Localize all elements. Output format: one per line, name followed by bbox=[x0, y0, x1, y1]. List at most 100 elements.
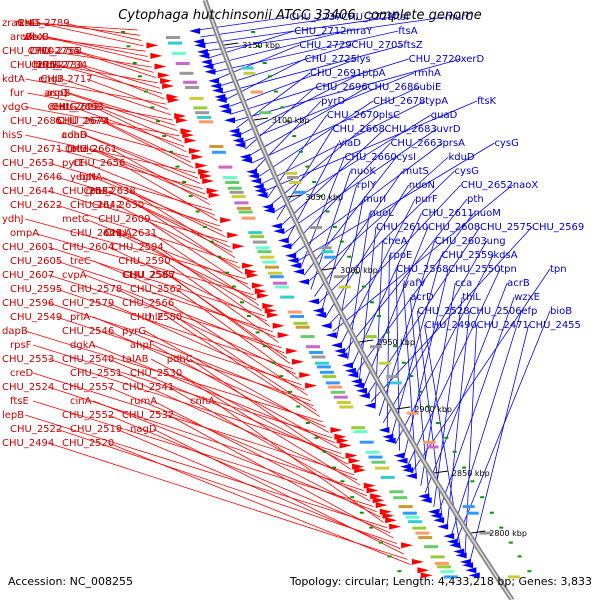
left-leader-line bbox=[97, 106, 182, 142]
gc-dot bbox=[256, 45, 261, 48]
feature-block bbox=[293, 321, 308, 325]
forward-gene bbox=[251, 282, 264, 289]
feature-block-outer bbox=[389, 381, 402, 385]
left-leader-line bbox=[48, 302, 302, 386]
left-leader-line bbox=[48, 246, 265, 317]
gc-dot bbox=[355, 271, 359, 274]
left-leader-line bbox=[93, 106, 187, 153]
left-gene-label: cinA bbox=[70, 396, 92, 407]
feature-block bbox=[336, 401, 351, 404]
right-gene-label: mraY bbox=[346, 26, 373, 37]
feature-block bbox=[197, 115, 212, 119]
feature-block bbox=[269, 275, 284, 279]
left-gene-label: CHU_2579 bbox=[62, 298, 114, 309]
gc-dot bbox=[273, 90, 278, 93]
feature-block-outer bbox=[241, 66, 254, 70]
feature-block bbox=[365, 450, 380, 454]
gc-dot bbox=[255, 331, 260, 334]
right-leader-line bbox=[263, 100, 478, 192]
right-gene-label: CHU_2683 bbox=[385, 124, 437, 135]
forward-gene bbox=[202, 177, 215, 184]
right-gene-label: efp bbox=[521, 306, 537, 317]
reverse-gene bbox=[446, 538, 458, 545]
left-leader-line bbox=[153, 344, 339, 449]
right-gene-label: cysG bbox=[494, 138, 518, 149]
feature-block-outer bbox=[285, 171, 298, 175]
feature-block-outer bbox=[324, 255, 337, 259]
right-gene-label: CHU_2611 bbox=[421, 208, 473, 219]
right-gene-label: cysI bbox=[396, 152, 416, 163]
left-gene-label: rpsF bbox=[10, 340, 32, 351]
reverse-gene bbox=[449, 542, 461, 549]
reverse-gene bbox=[285, 252, 297, 259]
forward-gene bbox=[264, 307, 277, 314]
left-gene-label: CHU_2733 bbox=[31, 60, 83, 71]
left-gene-label: CHU_2685 bbox=[10, 116, 62, 127]
gc-dot bbox=[527, 570, 532, 573]
right-gene-label: nuoL bbox=[369, 208, 394, 219]
feature-block bbox=[229, 190, 244, 194]
right-gene-label: yafV bbox=[403, 278, 426, 289]
reverse-gene bbox=[341, 362, 353, 369]
gc-dot bbox=[409, 375, 414, 378]
reverse-gene bbox=[418, 493, 430, 500]
left-gene-label: CHU_2524 bbox=[2, 382, 54, 393]
left-gene-label: CHU_2607 bbox=[2, 270, 54, 281]
feature-block bbox=[371, 460, 386, 464]
left-leader-line bbox=[176, 288, 299, 380]
gc-dot bbox=[162, 135, 167, 138]
left-gene-label: ompA bbox=[103, 228, 132, 239]
feature-block bbox=[218, 165, 233, 169]
right-gene-label: CHU_2705 bbox=[351, 40, 403, 51]
right-leader-line bbox=[260, 100, 426, 185]
tick-label: 2900 kbp bbox=[414, 405, 452, 414]
reverse-gene bbox=[224, 117, 236, 124]
right-gene-label: naoX bbox=[513, 180, 539, 191]
left-leader-line bbox=[168, 386, 371, 502]
tick-mark bbox=[224, 42, 239, 46]
feature-block bbox=[250, 235, 265, 239]
gc-dot bbox=[489, 511, 494, 514]
gc-dot bbox=[339, 240, 344, 243]
feature-block bbox=[262, 260, 277, 264]
left-gene-label: CHU_2585 bbox=[122, 270, 174, 281]
reverse-gene bbox=[334, 348, 346, 355]
feature-block bbox=[331, 390, 345, 394]
reverse-gene bbox=[400, 463, 412, 470]
right-leader-line bbox=[242, 72, 415, 143]
reverse-gene bbox=[230, 132, 242, 139]
forward-gene bbox=[385, 517, 398, 524]
feature-block bbox=[443, 575, 458, 579]
left-leader-line bbox=[33, 232, 254, 296]
forward-gene bbox=[375, 502, 388, 509]
left-gene-label: CHU_2590 bbox=[118, 256, 170, 267]
left-gene-label: tolC bbox=[67, 144, 87, 155]
forward-gene bbox=[417, 567, 430, 574]
right-gene-label: tpn bbox=[550, 264, 567, 275]
forward-gene bbox=[336, 437, 349, 444]
forward-gene bbox=[198, 168, 211, 175]
right-leader-line bbox=[332, 184, 513, 332]
gc-dot bbox=[508, 541, 513, 544]
forward-gene bbox=[305, 382, 318, 389]
feature-block bbox=[225, 181, 240, 184]
left-gene-label: yegN bbox=[70, 172, 96, 183]
left-leader-line bbox=[56, 428, 398, 544]
left-leader-line bbox=[73, 50, 156, 78]
forward-gene bbox=[146, 42, 159, 49]
left-leader-line bbox=[72, 106, 185, 147]
forward-gene bbox=[174, 112, 187, 119]
forward-gene bbox=[176, 117, 189, 124]
left-leader-line bbox=[56, 316, 311, 401]
right-gene-label: thiL bbox=[462, 292, 481, 303]
right-gene-label: ptpA bbox=[362, 68, 386, 79]
right-gene-label: CHU_2663 bbox=[390, 138, 442, 149]
feature-block bbox=[234, 201, 249, 205]
left-gene-label: CHU_2595 bbox=[10, 284, 62, 295]
left-gene-label: CHU_2594 bbox=[112, 242, 164, 253]
feature-block bbox=[199, 120, 213, 124]
right-gene-label: CHU_2490 bbox=[425, 320, 477, 331]
tick-label: 2950 kbp bbox=[377, 338, 415, 347]
right-leader-line bbox=[283, 128, 437, 234]
